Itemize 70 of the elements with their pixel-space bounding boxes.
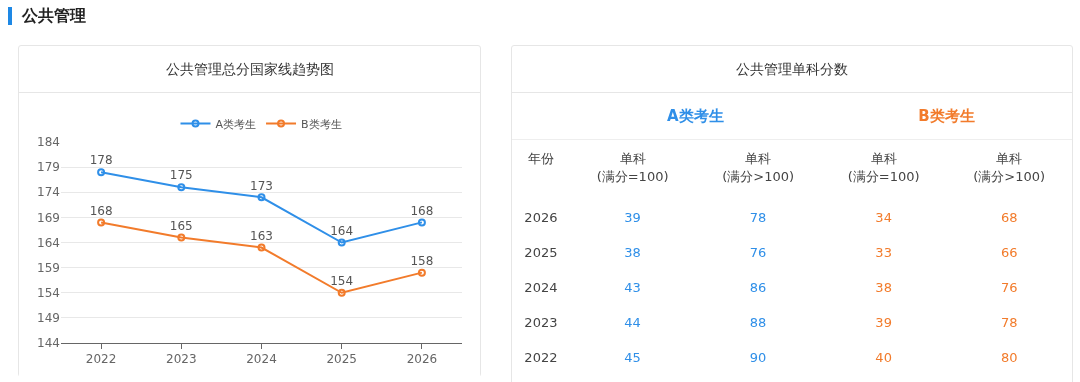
data-label: 39: [623, 208, 642, 227]
data-label: 68: [999, 208, 1019, 227]
y-tick-label: 184: [37, 135, 60, 150]
data-label: 86: [748, 278, 768, 297]
y-tick-label: 169: [37, 210, 60, 225]
data-label: 76: [748, 243, 768, 262]
point: [177, 183, 186, 192]
y-tick-label: 179: [37, 160, 60, 175]
data-label: 34: [874, 208, 893, 227]
point: [97, 168, 106, 177]
text: B类考生: [820, 93, 1072, 140]
data-label: 38: [623, 243, 642, 262]
point: [337, 238, 346, 247]
point: [97, 218, 106, 227]
x-tick-label: 单科 (满分=100): [595, 150, 670, 186]
data-label: 33: [874, 243, 893, 262]
data-label: 88: [748, 313, 768, 332]
data-label: 175: [169, 168, 193, 183]
y-tick-label: 2023: [523, 313, 559, 332]
data-label: 43: [623, 278, 642, 297]
point: [257, 243, 266, 252]
y-tick-label: 149: [37, 311, 60, 326]
data-label: 78: [748, 208, 768, 227]
data-label: 168: [410, 203, 434, 218]
y-tick-label: 2025: [523, 243, 559, 262]
data-label: 168: [89, 203, 113, 218]
x-tick-label: 单科 (满分>100): [972, 150, 1047, 186]
y-tick-label: 174: [37, 185, 60, 200]
data-label: 39: [874, 313, 893, 332]
data-label: 165: [169, 218, 193, 233]
x-tick-label: 2024: [246, 352, 277, 367]
point: [337, 288, 346, 297]
data-label: 44: [623, 313, 642, 332]
data-label: 163: [250, 228, 273, 243]
x-tick-label: 2026: [406, 352, 438, 367]
point: [257, 193, 266, 202]
point: [417, 218, 426, 227]
x-tick-label: 2022: [85, 352, 117, 367]
x-tick-label: 单科 (满分>100): [721, 150, 796, 186]
data-label: 173: [250, 178, 273, 193]
point: [417, 268, 426, 277]
data-label: 90: [748, 348, 768, 367]
y-tick-label: 2026: [523, 208, 559, 227]
data-label: 66: [999, 243, 1019, 262]
data-label: 40: [874, 348, 893, 367]
data-label: 76: [999, 278, 1019, 297]
x-tick-label: 2023: [166, 352, 197, 367]
y-tick-label: 144: [37, 336, 60, 351]
data-label: 45: [623, 348, 642, 367]
y-tick-label: 164: [37, 235, 60, 250]
x-tick-label: 2025: [326, 352, 357, 367]
data-label: 38: [874, 278, 893, 297]
y-tick-label: 159: [37, 260, 60, 275]
y-axis-title: 年份: [526, 150, 555, 168]
legend-label: A类考生: [215, 117, 257, 131]
text: A类考生: [569, 93, 821, 140]
y-tick-label: 2024: [523, 278, 559, 297]
chart-title: 公共管理单科分数: [512, 46, 1072, 93]
chart-title: 公共管理总分国家线趋势图: [19, 46, 480, 93]
y-tick-label: 154: [37, 285, 60, 300]
text: 公共管理: [22, 5, 86, 27]
x-tick-label: 单科 (满分=100): [846, 150, 921, 186]
point: [177, 233, 186, 242]
data-label: 164: [330, 223, 354, 238]
data-label: 178: [89, 153, 113, 168]
data-label: 80: [999, 348, 1019, 367]
legend-label: B类考生: [301, 117, 342, 131]
data-label: 78: [999, 313, 1019, 332]
data-label: 154: [330, 274, 354, 288]
data-label: 158: [410, 253, 434, 268]
